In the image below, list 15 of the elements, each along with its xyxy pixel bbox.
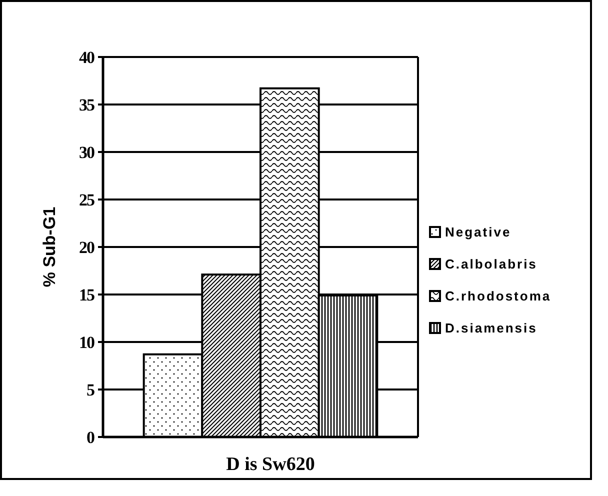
x-axis-title: D is Sw620 [226,454,315,475]
y-tick-label: 20 [79,238,94,257]
y-tick-label: 25 [79,190,94,210]
legend-label: Negative [445,224,512,240]
y-tick-label: 15 [79,285,94,304]
legend-label: D.siamensis [445,320,538,336]
legend-label: C.albolabris [445,256,538,272]
y-axis-title: % Sub-G1 [40,206,59,288]
y-tick-label: 0 [86,428,94,447]
y-tick-label: 40 [79,48,94,67]
y-tick-label: 10 [79,332,94,352]
y-tick-label: 30 [79,142,94,162]
legend-label: C.rhodostoma [445,288,552,304]
y-tick-label: 35 [79,95,94,114]
y-tick-label: 5 [86,380,94,400]
